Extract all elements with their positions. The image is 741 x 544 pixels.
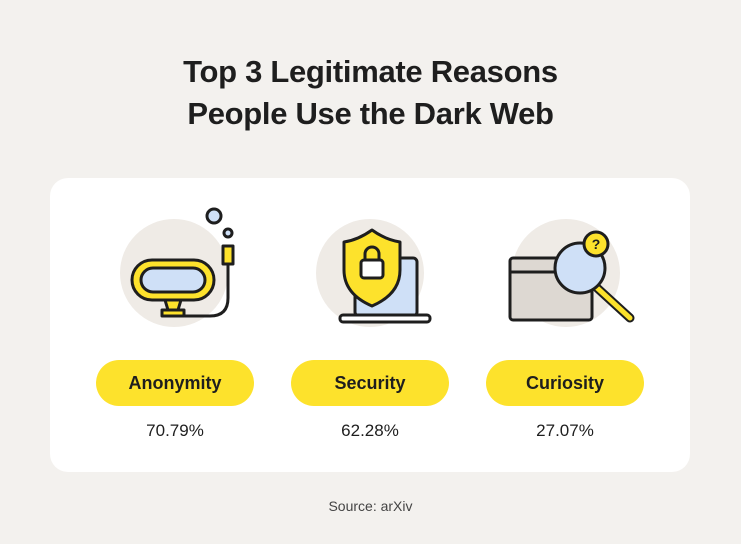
reason-value: 70.79%	[146, 421, 204, 440]
title-line: People Use the Dark Web	[187, 96, 554, 131]
reason-value: 62.28%	[341, 421, 399, 440]
icons: ?	[120, 207, 635, 327]
svg-text:?: ?	[592, 236, 601, 252]
reason-label: Security	[291, 360, 449, 406]
card: ? Anonymity 70.79% Security 62.28% Curio…	[50, 178, 690, 472]
reason-label: Anonymity	[96, 360, 254, 406]
reason-label: Curiosity	[486, 360, 644, 406]
reason-value: 27.07%	[536, 421, 594, 440]
curiosity-icon: ?	[508, 219, 635, 327]
security-icon	[316, 219, 432, 327]
anonymity-icon	[120, 207, 235, 327]
source: Source: arXiv	[328, 498, 413, 514]
title-line: Top 3 Legitimate Reasons	[183, 54, 558, 89]
